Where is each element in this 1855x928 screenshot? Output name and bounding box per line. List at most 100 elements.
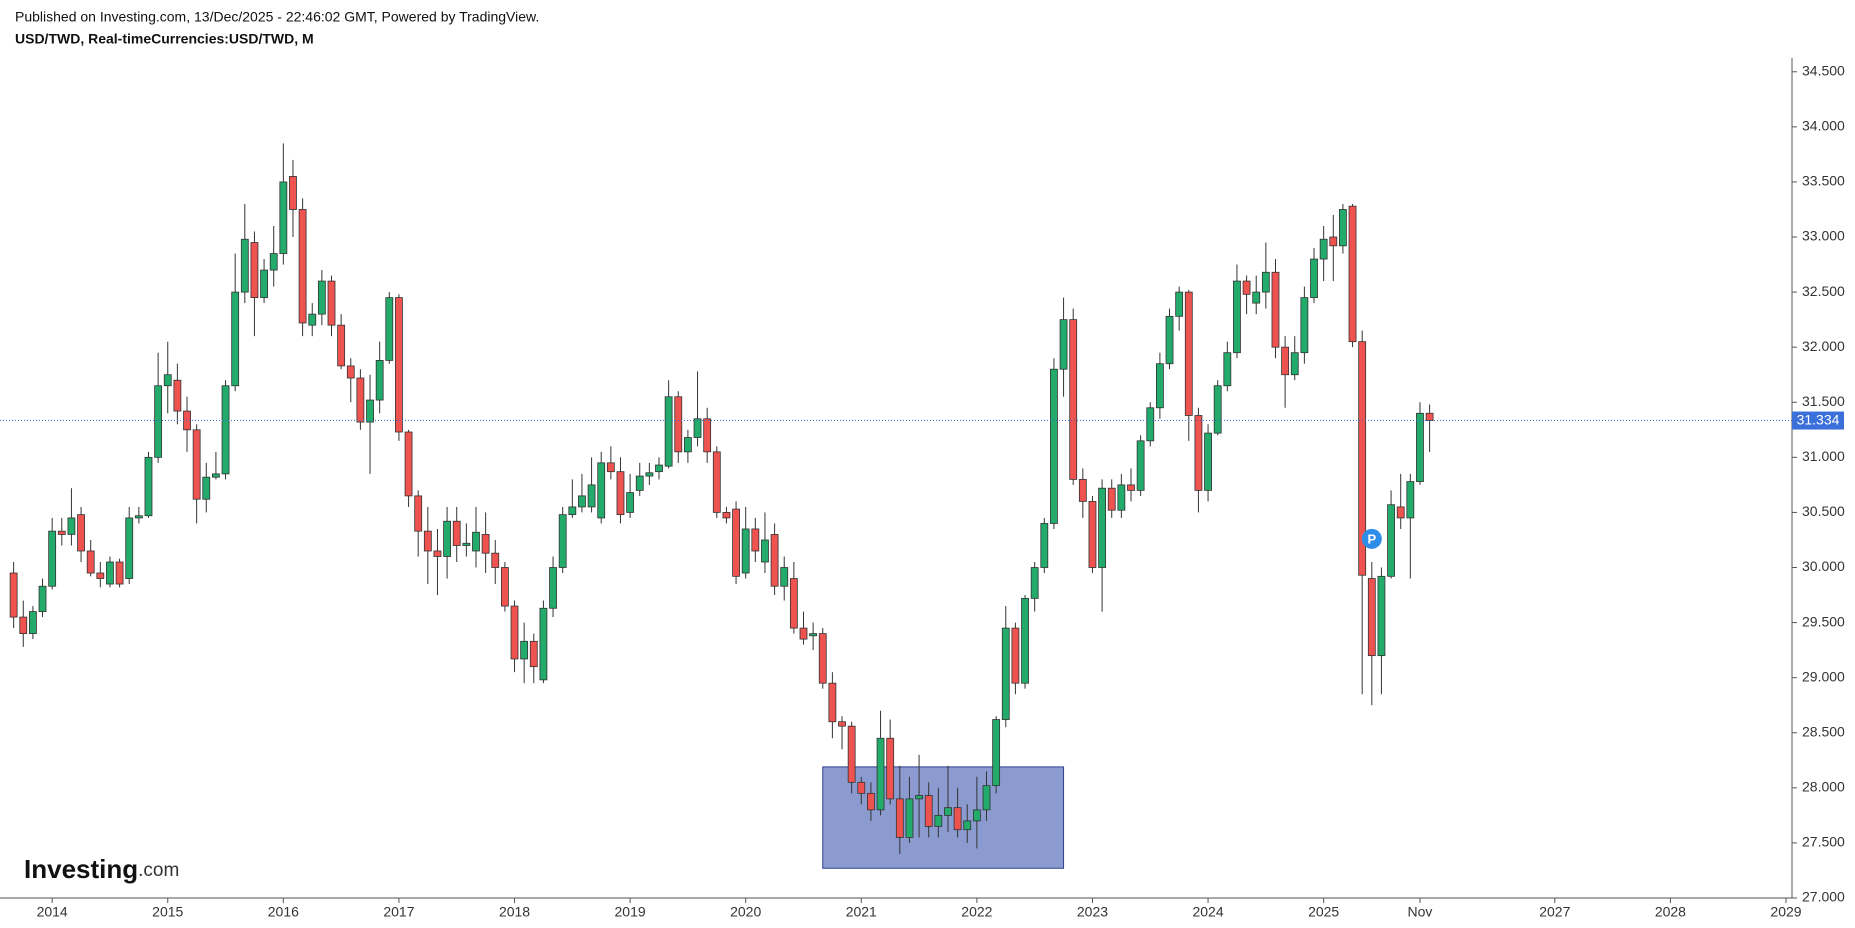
candle-body-down	[838, 721, 846, 727]
y-tick-label: 29.000	[1802, 668, 1845, 684]
x-tick-label: 2018	[499, 904, 530, 920]
candle-body-down	[173, 379, 182, 412]
candle-body-down	[346, 365, 355, 379]
candle-body-up	[308, 313, 317, 326]
candle-body-down	[924, 795, 933, 827]
candle-body-up	[269, 253, 278, 271]
candle-body-up	[944, 807, 952, 816]
candle-body-up	[626, 492, 635, 513]
y-tick-label: 34.000	[1802, 118, 1845, 134]
candle-body-up	[780, 567, 789, 587]
candle-body-down	[289, 176, 297, 210]
x-tick-label: 2028	[1655, 904, 1686, 920]
candle-body-up	[1377, 575, 1386, 657]
candle-body-down	[481, 534, 490, 554]
last-price-label: 31.334	[1797, 411, 1840, 427]
candle-body-down	[953, 807, 962, 831]
candle-body-down	[616, 471, 625, 516]
candle-body-up	[1406, 481, 1415, 519]
x-tick-label: 2021	[846, 904, 877, 920]
x-tick-label: 2025	[1308, 904, 1339, 920]
watermark-name: Investing	[24, 854, 138, 884]
candle-body-down	[1127, 484, 1135, 491]
candle-body-down	[1271, 271, 1280, 348]
candle-body-down	[9, 572, 18, 618]
candle-body-up	[366, 399, 374, 423]
candle-body-down	[712, 451, 721, 513]
candle-body-up	[1310, 258, 1318, 299]
candle-body-down	[1348, 205, 1357, 343]
candle-body-up	[655, 464, 663, 473]
candle-body-up	[1175, 291, 1184, 317]
candle-body-down	[867, 792, 875, 811]
candle-body-down	[1184, 291, 1193, 416]
candle-body-down	[77, 514, 85, 552]
candle-body-up	[221, 385, 230, 475]
candle-body-down	[1367, 578, 1376, 657]
candle-body-up	[635, 475, 644, 491]
candle-body-down	[414, 495, 423, 532]
candle-body-up	[125, 517, 134, 579]
candle-body-down	[732, 508, 740, 577]
y-tick-label: 27.000	[1802, 889, 1845, 905]
candle-body-up	[982, 785, 991, 811]
candle-body-down	[606, 462, 615, 473]
candle-body-down	[789, 578, 798, 629]
x-tick-label: 2024	[1192, 904, 1223, 920]
y-tick-label: 31.500	[1802, 393, 1845, 409]
y-tick-label: 30.500	[1802, 503, 1845, 519]
candle-body-up	[317, 280, 326, 315]
y-tick-label: 27.500	[1802, 834, 1845, 850]
candle-body-down	[847, 725, 856, 783]
candle-body-down	[510, 605, 519, 660]
candle-body-down	[818, 633, 827, 684]
candle-body-up	[578, 495, 586, 508]
candle-body-down	[356, 377, 365, 423]
candle-body-up	[202, 476, 211, 500]
candle-body-up	[67, 517, 76, 535]
candle-body-up	[212, 473, 220, 478]
x-tick-label: 2014	[37, 904, 68, 920]
y-tick-label: 33.000	[1802, 228, 1845, 244]
candle-body-down	[491, 552, 500, 568]
y-tick-label: 30.000	[1802, 558, 1845, 574]
candle-body-up	[597, 462, 606, 519]
candle-body-up	[992, 719, 1001, 787]
candle-body-up	[472, 531, 480, 552]
candle-body-up	[1290, 352, 1299, 376]
candle-body-down	[1358, 341, 1367, 576]
candle-body-up	[1223, 352, 1232, 387]
candle-body-up	[1040, 523, 1049, 568]
candle-body-up	[549, 567, 557, 609]
candle-body-up	[28, 611, 37, 635]
candle-body-up	[520, 640, 529, 660]
x-tick-label: 2019	[615, 904, 646, 920]
watermark: Investing.com	[24, 854, 179, 884]
y-tick-label: 31.000	[1802, 448, 1845, 464]
candle-body-up	[741, 528, 750, 574]
candle-body-up	[38, 585, 47, 612]
candle-body-up	[1098, 487, 1106, 568]
candle-body-up	[1050, 368, 1058, 524]
candle-body-down	[674, 396, 683, 453]
candle-body-up	[1021, 597, 1029, 684]
x-tick-label: 2022	[961, 904, 992, 920]
candle-body-up	[1339, 209, 1347, 247]
candle-body-up	[231, 291, 240, 387]
candle-body-down	[828, 682, 837, 723]
candle-body-up	[1155, 363, 1164, 409]
candle-body-up	[568, 506, 577, 516]
candle-body-down	[1194, 415, 1203, 491]
candle-body-down	[1011, 627, 1020, 684]
candle-body-down	[1088, 501, 1097, 568]
symbol-title: USD/TWD, Real-timeCurrencies:USD/TWD, M	[15, 31, 314, 47]
last-price-box	[1792, 411, 1844, 430]
candle-body-up	[1117, 484, 1126, 511]
candle-body-down	[57, 530, 66, 535]
candle-body-up	[1204, 432, 1212, 491]
candle-body-down	[86, 550, 95, 574]
candle-body-up	[385, 297, 394, 361]
candle-body-down	[770, 534, 779, 587]
candle-body-up	[1252, 291, 1261, 304]
